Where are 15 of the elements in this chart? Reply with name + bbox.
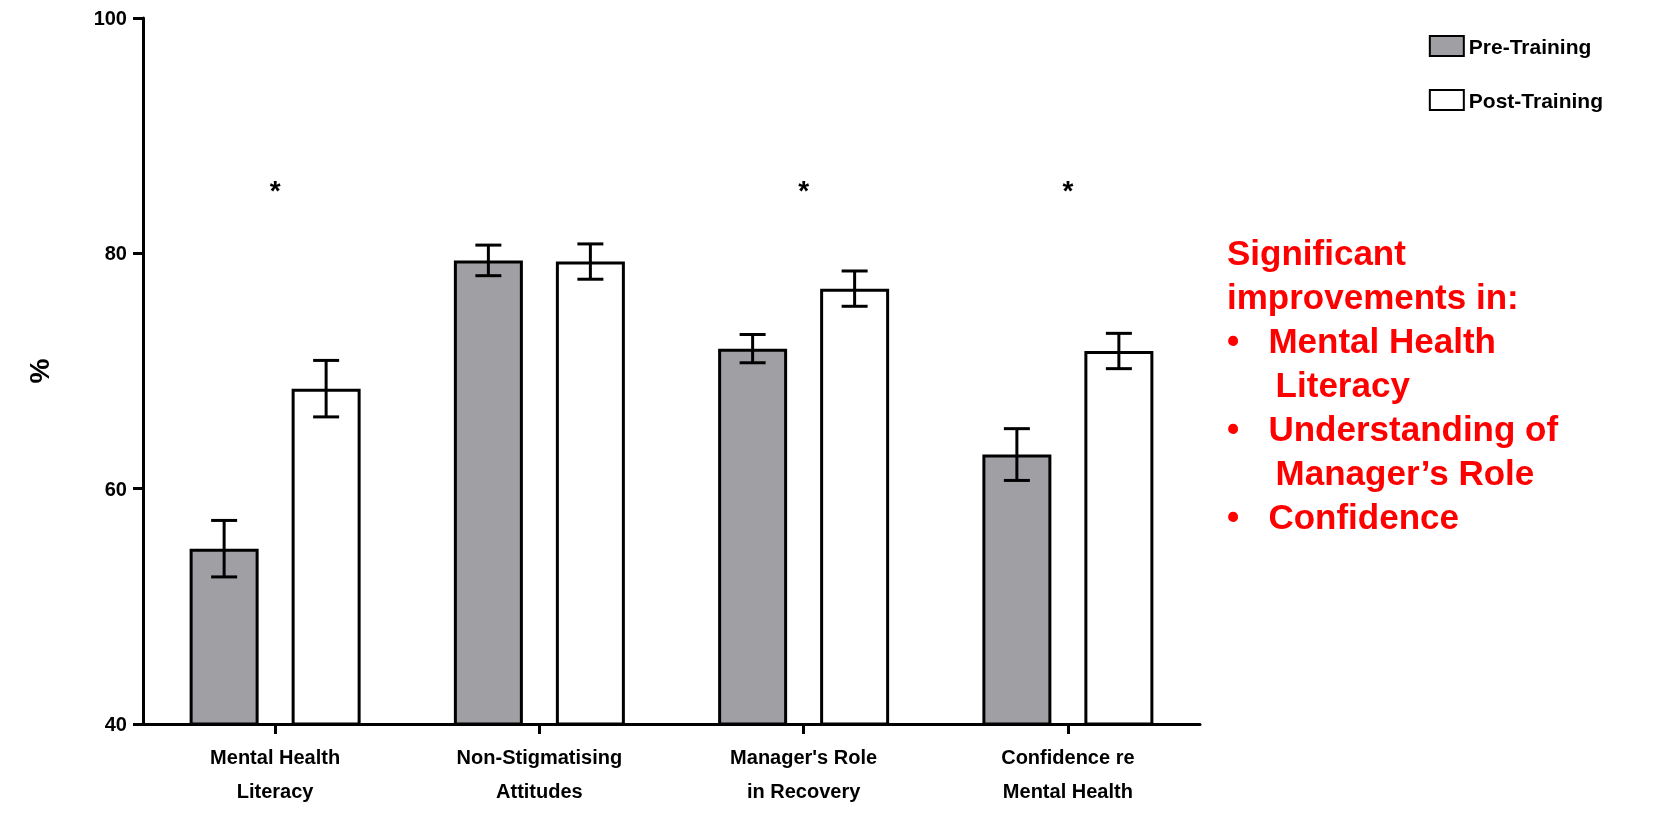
x-tick-label: Confidence re Mental Health: [1001, 746, 1135, 802]
y-tick-label: 80: [104, 242, 127, 265]
x-tick-label: Manager's Role in Recovery: [730, 746, 878, 802]
legend-label: Post-Training: [1468, 88, 1604, 112]
x-tick-label: Mental Health Literacy: [210, 746, 341, 802]
annotation: *: [1062, 174, 1074, 206]
annotation: *: [798, 174, 810, 206]
text: Significant improvements in: • Mental Health Literacy • Understanding of Manager’s Role • Confidence: [1227, 232, 1559, 536]
y-axis-title: %: [23, 358, 55, 384]
y-tick-label: 40: [104, 713, 127, 735]
x-tick-label: Non-Stigmatising Attitudes: [456, 746, 623, 802]
legend-label: Pre-Training: [1468, 34, 1592, 58]
y-tick-label: 100: [93, 7, 127, 29]
y-tick-label: 60: [104, 477, 127, 500]
annotation: *: [269, 174, 281, 206]
